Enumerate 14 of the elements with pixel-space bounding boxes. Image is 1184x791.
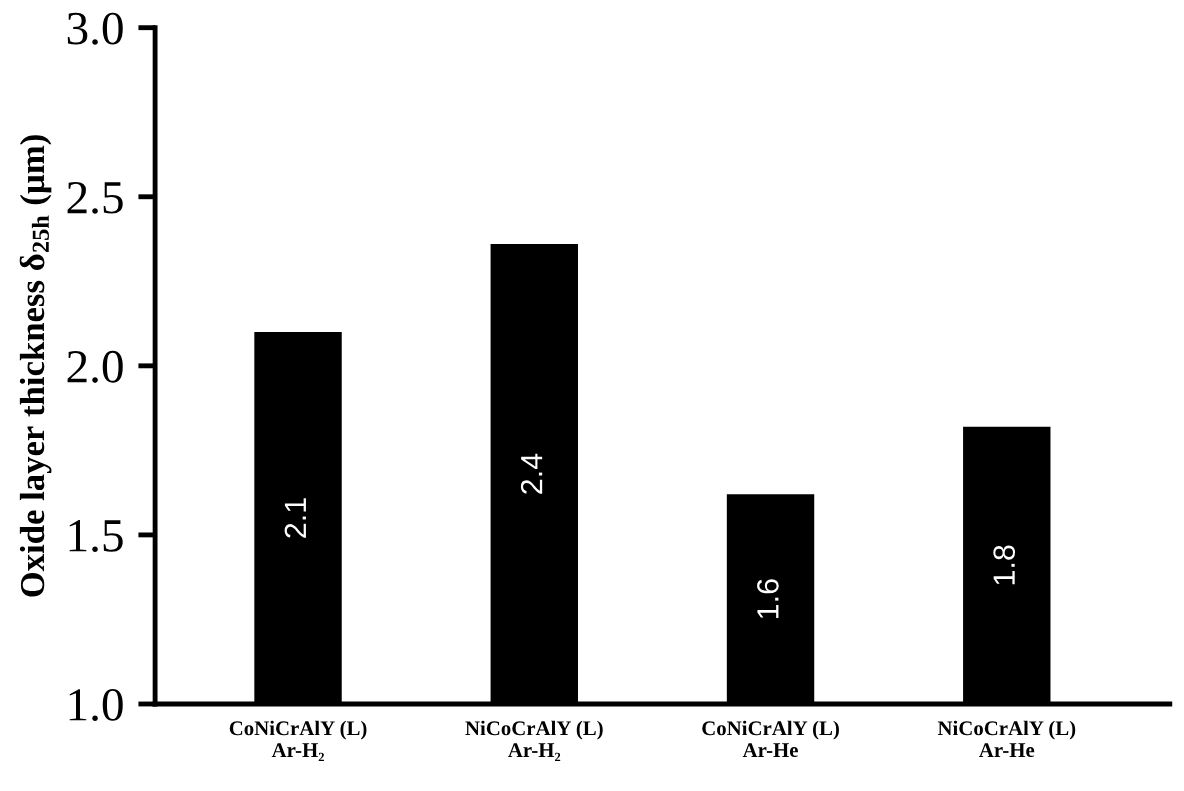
y-tick-label: 1.0 bbox=[69, 688, 123, 722]
data-label: 1.6 bbox=[757, 579, 779, 619]
y-tick-label: 3.0 bbox=[67, 12, 123, 45]
y-tick-label: 2.5 bbox=[67, 181, 123, 214]
y-axis-title: Oxide layer thickness δ$_{25h}$ (µm) bbox=[19, 135, 52, 597]
x-tick-label: NiCoCrAlY (L) Ar-He bbox=[937, 720, 1076, 758]
data-label: 2.1 bbox=[284, 498, 306, 538]
y-tick-label: 1.5 bbox=[69, 520, 123, 552]
x-tick-label: CoNiCrAlY (L) Ar-He bbox=[702, 720, 839, 758]
data-label: 1.8 bbox=[993, 545, 1015, 585]
x-tick-label: CoNiCrAlY (L) Ar-H₂ bbox=[229, 720, 367, 762]
y-tick-label: 2.0 bbox=[67, 350, 123, 383]
x-tick-label: NiCoCrAlY (L) Ar-H₂ bbox=[465, 720, 603, 762]
data-label: 2.4 bbox=[520, 453, 543, 494]
